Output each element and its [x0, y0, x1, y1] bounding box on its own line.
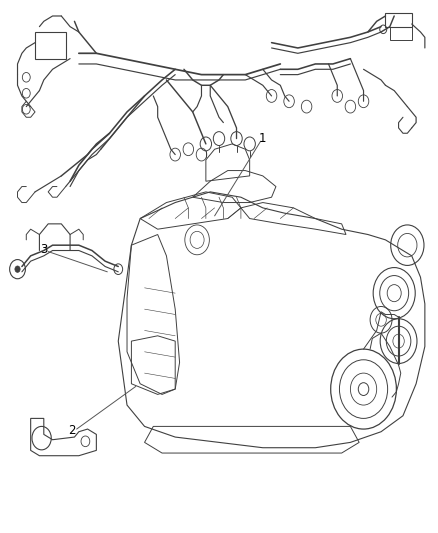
Bar	[35, 32, 66, 59]
Bar	[385, 13, 412, 27]
Circle shape	[15, 266, 20, 272]
Text: 1: 1	[259, 132, 267, 145]
Text: 2: 2	[68, 424, 76, 437]
Text: 3: 3	[40, 243, 47, 256]
Bar	[390, 27, 412, 40]
